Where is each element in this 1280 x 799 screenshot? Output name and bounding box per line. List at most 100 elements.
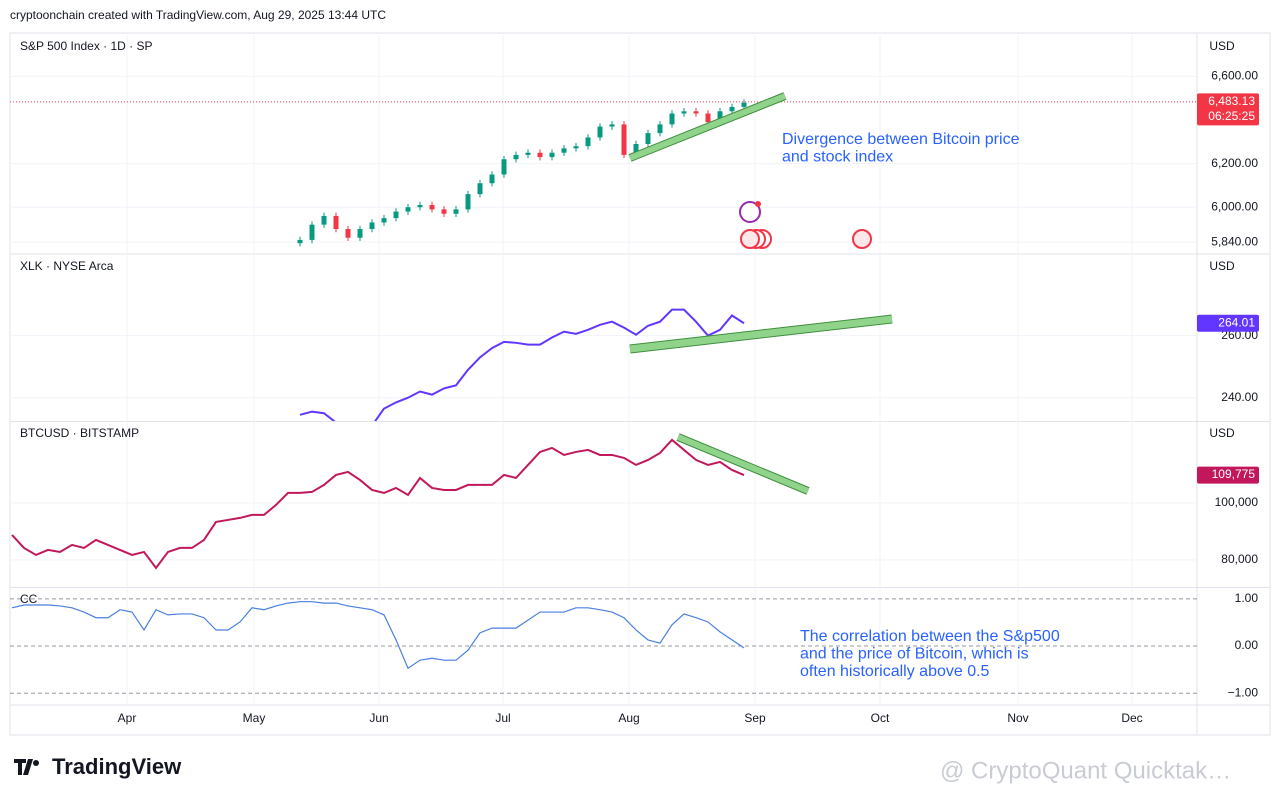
trend-line [629,315,893,353]
line-series [11,601,745,670]
candle-body [717,111,723,123]
candle-body [669,113,675,125]
annotation: The correlation between the S&p500 [800,628,1060,645]
pane [10,308,1197,421]
y-tick-label: 240.00 [1221,390,1258,404]
candle-body [561,148,567,153]
logo: TradingView [14,754,182,779]
x-tick-label: Jul [495,711,510,725]
currency-label: USD [1209,39,1235,53]
price-label-box [1197,314,1259,332]
x-tick-label: Aug [618,711,639,725]
candle-body [489,174,495,184]
candle-body [417,205,423,208]
x-tick-label: Dec [1121,711,1142,725]
event-icon [739,201,761,223]
candle-body [693,111,699,114]
y-tick-label: 80,000 [1221,552,1258,566]
annotation: Divergence between Bitcoin price [782,131,1020,148]
candle-body [357,229,363,238]
y-tick-label: 100,000 [1215,495,1259,509]
candle-body [333,215,339,230]
candle-body [369,222,375,230]
price-label-box [1197,93,1259,126]
x-tick-label: Sep [744,711,766,725]
annotation: and the price of Bitcoin, which is [800,646,1029,663]
logo-text: TradingView [52,754,182,779]
x-tick-label: May [243,711,266,725]
candle-body [477,183,483,195]
candle-body [657,124,663,134]
pane [10,438,1197,570]
candle-body [681,111,687,114]
pane [10,75,1197,247]
trend-line [628,93,787,161]
y-tick-label: 6,200.00 [1211,156,1258,170]
x-tick-label: Oct [871,711,890,725]
candle-body [405,207,411,212]
pane-title: CC [20,592,38,606]
candle-body [705,113,711,123]
price-label: 109,775 [1212,467,1256,481]
candle-body [549,152,555,158]
candle-body [741,102,747,107]
candle-body [309,224,315,240]
candle-body [729,106,735,112]
candle-body [537,152,543,158]
pane-title: XLK · NYSE Arca [20,259,114,273]
y-tick-label: 6,600.00 [1211,69,1258,83]
candle-body [381,218,387,223]
candle-body [501,159,507,175]
candle-body [525,152,531,155]
candle-body [645,133,651,144]
y-tick-label: 6,000.00 [1211,199,1258,213]
x-tick-label: Apr [118,711,137,725]
candle-body [345,229,351,238]
candle-body [573,146,579,149]
candle-body [465,194,471,210]
candle-body [513,154,519,160]
frame [9,32,1271,736]
event-icons [739,201,872,249]
candle-body [393,211,399,219]
y-tick-label: 5,840.00 [1211,234,1258,248]
trend-lines [628,92,893,495]
annotation: often historically above 0.5 [800,663,990,680]
price-label: 264.01 [1218,315,1255,329]
candle-body [429,205,435,210]
y-tick-label: 1.00 [1235,591,1259,605]
y-tick-label: 0.00 [1235,638,1259,652]
header: cryptoonchain created with TradingView.c… [10,8,386,22]
candle-body [609,124,615,127]
line-series [11,438,745,570]
countdown: 06:25:25 [1208,109,1255,123]
pane-title: S&P 500 Index · 1D · SP [20,39,153,53]
line-series [299,308,745,421]
candle-body [297,239,303,244]
x-tick-label: Nov [1007,711,1028,725]
candle-body [621,124,627,155]
event-icon [740,229,760,249]
price-label: 6,483.13 [1208,94,1255,108]
layer: Apr May Jun Jul Aug Sep Oct Nov Dec S&P 500 Index… [10,35,1259,725]
candle-body [597,126,603,138]
candle-body [321,215,327,225]
currency-label: USD [1209,259,1235,273]
candle-body [441,209,447,214]
pane-title: BTCUSD · BITSTAMP [20,426,139,440]
watermark: @ CryptoQuant Quicktak… [940,757,1231,784]
price-label-box [1197,466,1259,484]
candle-body [633,144,639,155]
event-dot [755,201,761,207]
candle-body [585,137,591,147]
logo-mark [33,760,39,766]
annotation: and stock index [782,149,893,166]
x-tick-label: Jun [369,711,388,725]
logo-mark [14,759,33,775]
currency-label: USD [1209,426,1235,440]
candle-body [453,209,459,214]
pane [10,598,1197,694]
trend-line [676,434,810,494]
event-icon [852,229,872,249]
